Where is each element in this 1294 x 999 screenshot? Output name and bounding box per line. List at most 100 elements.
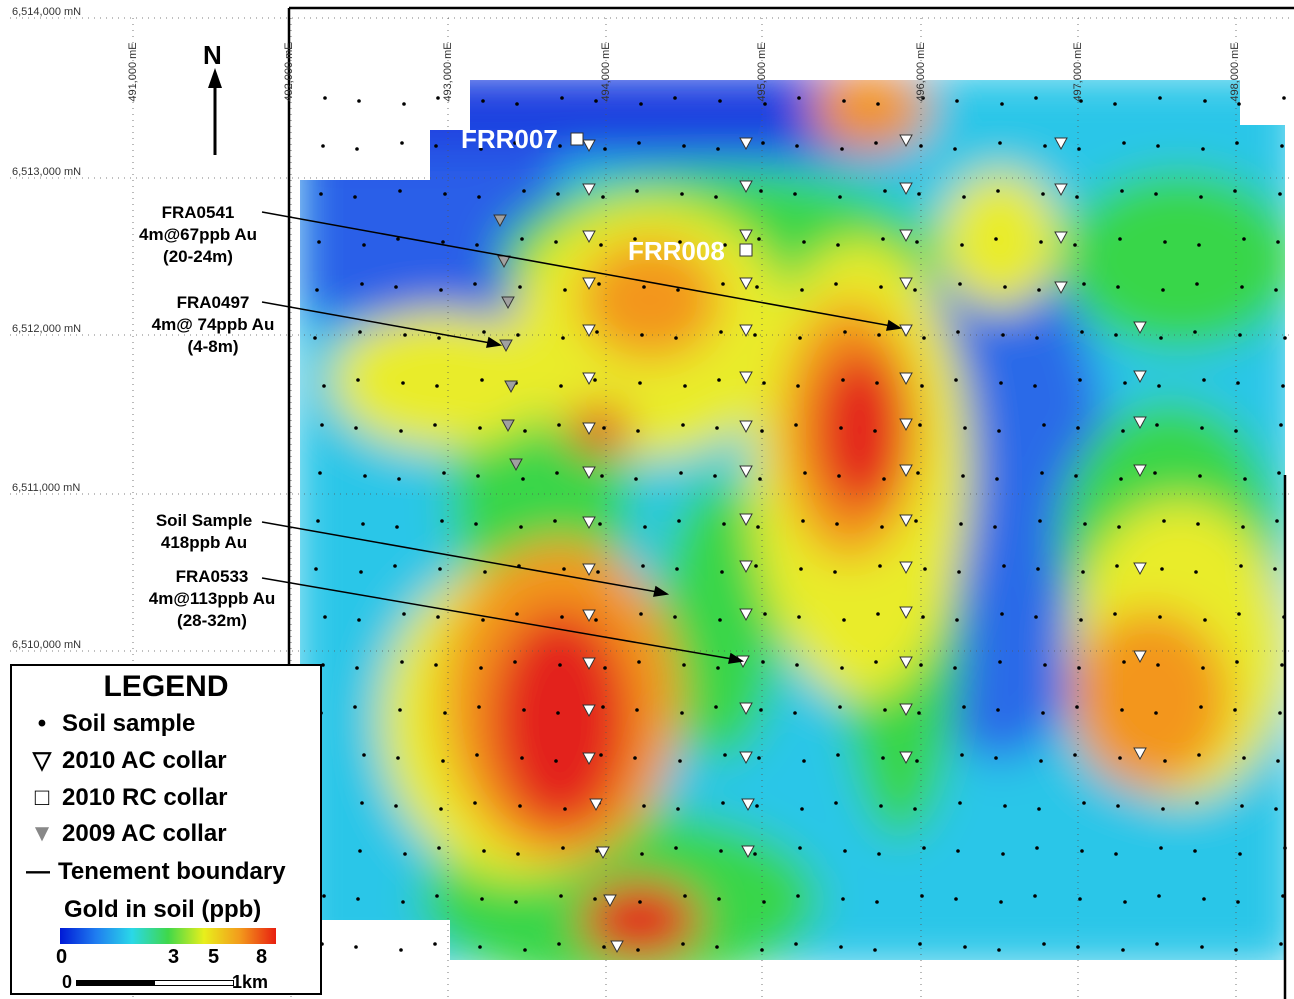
soil-sample-dot [603, 147, 607, 151]
soil-sample-dot [400, 660, 404, 664]
collar-2010-ac [582, 516, 596, 530]
soil-sample-dot [955, 618, 959, 622]
collar-2010-ac [1133, 416, 1147, 430]
soil-sample-dot [883, 189, 887, 193]
soil-sample-dot [359, 570, 363, 574]
soil-sample-dot [1118, 237, 1122, 241]
soil-sample-dot [1234, 948, 1238, 952]
soil-sample-dot [523, 948, 527, 952]
soil-sample-dot [1202, 378, 1206, 382]
soil-sample-dot [1001, 333, 1005, 337]
soil-sample-dot [1003, 285, 1007, 289]
soil-sample-dot [953, 147, 957, 151]
soil-sample-dot [1197, 243, 1201, 247]
soil-sample-dot [553, 519, 557, 523]
collar-2010-ac [899, 514, 913, 528]
soil-sample-dot [315, 288, 319, 292]
soil-sample-dot [1120, 708, 1124, 712]
north-label: N [203, 40, 222, 70]
soil-sample-dot [560, 96, 564, 100]
soil-sample-dot [636, 948, 640, 952]
soil-sample-dot [1242, 237, 1246, 241]
soil-sample-dot [593, 897, 597, 901]
collar-2010-ac [899, 703, 913, 717]
soil-sample-dot [1076, 945, 1080, 949]
soil-sample-dot [640, 852, 644, 856]
soil-sample-dot [675, 567, 679, 571]
legend-row-2010-ac: ▽ 2010 AC collar [22, 746, 227, 775]
soil-sample-dot [358, 330, 362, 334]
soil-sample-dot [878, 564, 882, 568]
easting-label: 495,000 mE [756, 42, 768, 102]
soil-sample-dot [639, 102, 643, 106]
soil-sample-dot [879, 285, 883, 289]
legend-label: 2009 AC collar [62, 820, 227, 847]
soil-sample-dot [839, 945, 843, 949]
drill-collars [493, 132, 1147, 954]
collar-2010-ac [1054, 183, 1068, 197]
soil-sample-dot [554, 759, 558, 763]
collar-2010-ac [739, 560, 753, 574]
annotation-line: (20-24m) [163, 247, 233, 266]
soil-sample-dot [762, 381, 766, 385]
soil-sample-dot [836, 243, 840, 247]
collar-2009-ac [501, 419, 515, 433]
collar-2010-ac [582, 139, 596, 153]
soil-sample-dot [761, 141, 765, 145]
soil-sample-dot [322, 894, 326, 898]
soil-sample-dot [1237, 612, 1241, 616]
collar-2010-ac [1054, 231, 1068, 245]
soil-sample-dot [676, 807, 680, 811]
soil-sample-dot [1277, 471, 1281, 475]
soil-sample-dot [954, 378, 958, 382]
collar-2010-ac [739, 702, 753, 716]
soil-sample-dot [361, 522, 365, 526]
soil-sample-dot [1123, 900, 1127, 904]
soil-sample-dot [1043, 663, 1047, 667]
soil-sample-dot [401, 900, 405, 904]
soil-sample-dot [800, 288, 804, 292]
soil-sample-dot [716, 666, 720, 670]
northing-label: 6,514,000 mN [12, 6, 82, 18]
gradient-title: Gold in soil (ppb) [64, 896, 262, 923]
soil-sample-dot [960, 243, 964, 247]
soil-sample-dot [443, 711, 447, 715]
soil-sample-dot [755, 804, 759, 808]
annotation-fra0541: FRA0541 4m@67ppb Au (20-24m) [128, 202, 268, 268]
soil-sample-dot [357, 618, 361, 622]
soil-sample-dot [673, 615, 677, 619]
soil-sample-dot [355, 147, 359, 151]
collar-2010-ac [899, 324, 913, 338]
soil-sample-dot [836, 753, 840, 757]
soil-sample-dot [636, 429, 640, 433]
soil-sample-dot [435, 894, 439, 898]
annotation-fra0497: FRA0497 4m@ 74ppb Au (4-8m) [128, 292, 298, 358]
collar-2010-ac [1133, 370, 1147, 384]
soil-sample-dot [594, 618, 598, 622]
soil-sample-dot [843, 330, 847, 334]
soil-sample-dot [834, 282, 838, 286]
soil-sample-dot [921, 615, 925, 619]
soil-sample-dot [994, 756, 998, 760]
soil-sample-dot [321, 144, 325, 148]
soil-sample-dot [1121, 429, 1125, 433]
square-outline-icon: □ [34, 784, 50, 811]
soil-sample-dot [1273, 567, 1277, 571]
collar-2010-ac [1054, 137, 1068, 151]
soil-sample-dot [360, 282, 364, 286]
soil-sample-dot [1234, 429, 1238, 433]
soil-sample-dot [1035, 846, 1039, 850]
soil-sample-dot [1113, 612, 1117, 616]
soil-sample-dot [1239, 564, 1243, 568]
scale-bar: 0 1km [62, 972, 312, 992]
soil-sample-dot [323, 96, 327, 100]
soil-sample-dot [402, 102, 406, 106]
soil-sample-dot [433, 423, 437, 427]
soil-sample-dot [881, 237, 885, 241]
easting-label: 493,000 mE [442, 42, 454, 102]
soil-sample-dot [918, 942, 922, 946]
soil-sample-dot [441, 759, 445, 763]
soil-sample-dot [1157, 384, 1161, 388]
scale-start-label: 0 [62, 972, 73, 992]
soil-sample-dot [314, 567, 318, 571]
